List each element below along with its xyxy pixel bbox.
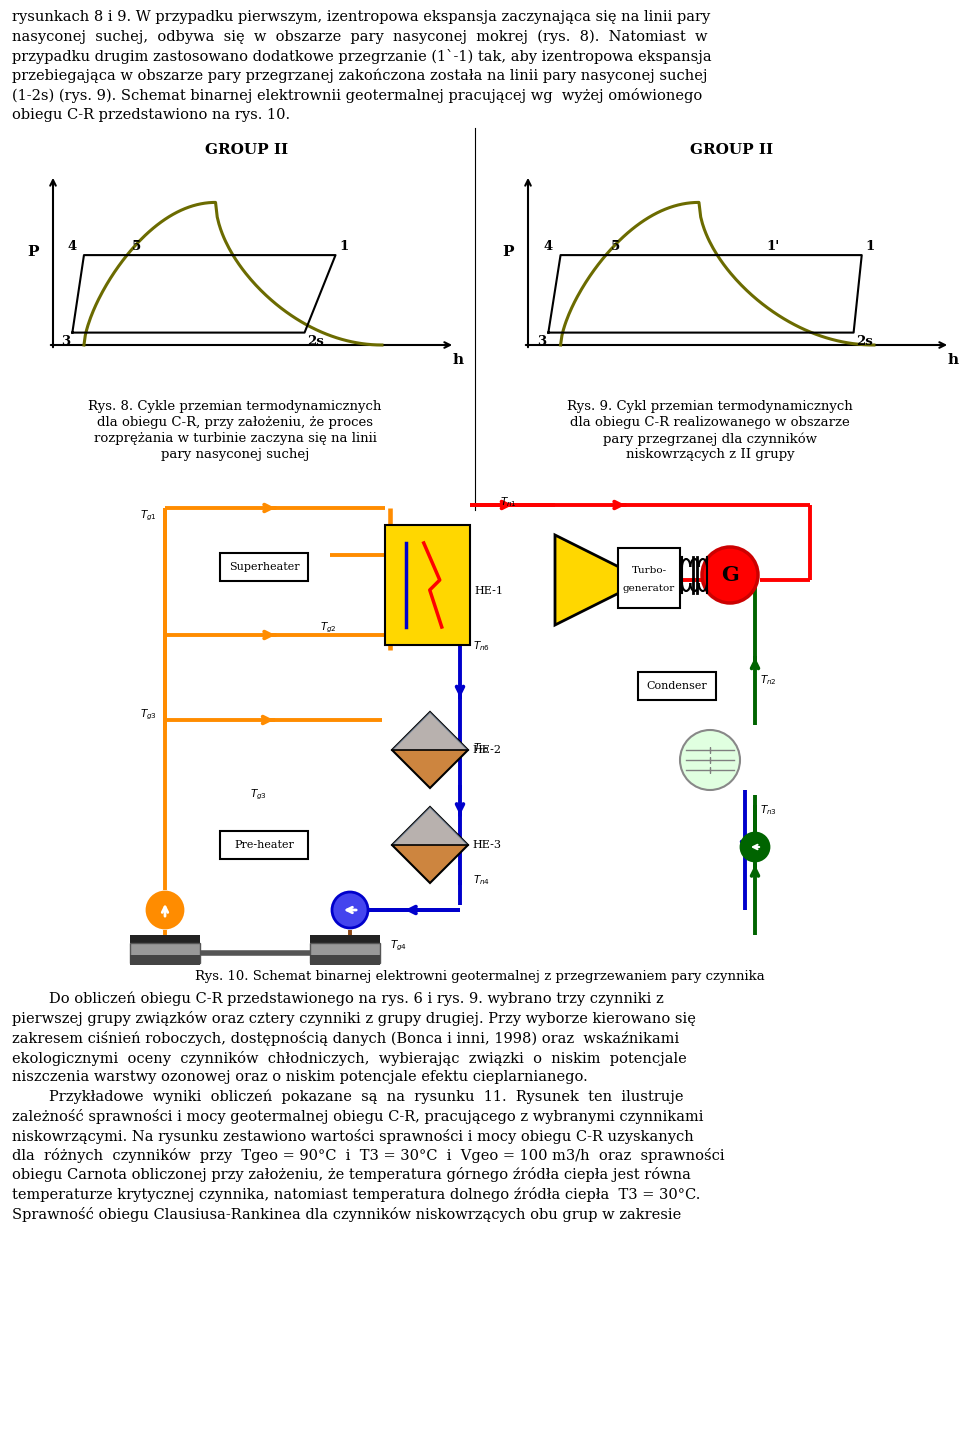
Text: obiegu C-R przedstawiono na rys. 10.: obiegu C-R przedstawiono na rys. 10. xyxy=(12,107,290,121)
Bar xyxy=(310,954,380,964)
Circle shape xyxy=(332,892,368,928)
Text: 1: 1 xyxy=(340,240,348,253)
Text: $T_{n5}$: $T_{n5}$ xyxy=(473,742,490,755)
Text: 1: 1 xyxy=(866,240,875,253)
Circle shape xyxy=(741,833,769,860)
Text: ekologicznymi  oceny  czynników  chłodniczych,  wybierając  związki  o  niskim  : ekologicznymi oceny czynników chłodniczy… xyxy=(12,1050,686,1066)
Text: rozprężania w turbinie zaczyna się na linii: rozprężania w turbinie zaczyna się na li… xyxy=(93,432,376,445)
Polygon shape xyxy=(555,535,645,625)
Text: Rys. 10. Schemat binarnej elektrowni geotermalnej z przegrzewaniem pary czynnika: Rys. 10. Schemat binarnej elektrowni geo… xyxy=(195,970,765,983)
Text: HE-1: HE-1 xyxy=(474,586,503,596)
Bar xyxy=(130,936,200,943)
Text: $T_{g3}$: $T_{g3}$ xyxy=(140,707,157,722)
Text: niskowrzących z II grupy: niskowrzących z II grupy xyxy=(626,448,794,461)
Bar xyxy=(310,936,380,943)
Text: $T_{g4}$: $T_{g4}$ xyxy=(390,938,407,953)
Text: dla obiegu C-R, przy założeniu, że proces: dla obiegu C-R, przy założeniu, że proce… xyxy=(97,416,373,429)
Text: P: P xyxy=(28,244,39,259)
Text: HE-3: HE-3 xyxy=(472,840,501,850)
Text: temperaturze krytycznej czynnika, natomiast temperatura dolnego źródła ciepła  T: temperaturze krytycznej czynnika, natomi… xyxy=(12,1187,701,1202)
Text: 3: 3 xyxy=(61,334,70,347)
Text: Do obliczeń obiegu C-R przedstawionego na rys. 6 i rys. 9. wybrano trzy czynniki: Do obliczeń obiegu C-R przedstawionego n… xyxy=(12,992,663,1006)
Text: $T_{n6}$: $T_{n6}$ xyxy=(473,639,490,654)
Text: dla  różnych  czynników  przy  Tgeo = 90°C  i  T3 = 30°C  i  Vgeo = 100 m3/h  or: dla różnych czynników przy Tgeo = 90°C i… xyxy=(12,1148,725,1163)
Text: zależność sprawności i mocy geotermalnej obiegu C-R, pracującego z wybranymi czy: zależność sprawności i mocy geotermalnej… xyxy=(12,1109,704,1124)
Text: generator: generator xyxy=(623,584,675,593)
Polygon shape xyxy=(392,807,468,844)
Text: Przykładowe  wyniki  obliczeń  pokazane  są  na  rysunku  11.  Rysunek  ten  ilu: Przykładowe wyniki obliczeń pokazane są … xyxy=(12,1089,684,1103)
Text: Rys. 8. Cykle przemian termodynamicznych: Rys. 8. Cykle przemian termodynamicznych xyxy=(88,401,382,414)
Text: (1-2s) (rys. 9). Schemat binarnej elektrownii geotermalnej pracującej wg  wyżej : (1-2s) (rys. 9). Schemat binarnej elektr… xyxy=(12,88,703,103)
Text: 2s: 2s xyxy=(307,334,324,347)
Text: przypadku drugim zastosowano dodatkowe przegrzanie (1`-1) tak, aby izentropowa e: przypadku drugim zastosowano dodatkowe p… xyxy=(12,49,711,64)
Polygon shape xyxy=(392,807,468,884)
Text: Pre-heater: Pre-heater xyxy=(234,840,294,850)
Text: Rys. 9. Cykl przemian termodynamicznych: Rys. 9. Cykl przemian termodynamicznych xyxy=(567,401,852,414)
Text: niskowrzącymi. Na rysunku zestawiono wartości sprawności i mocy obiegu C-R uzysk: niskowrzącymi. Na rysunku zestawiono war… xyxy=(12,1128,694,1144)
Bar xyxy=(638,672,716,700)
Bar xyxy=(618,548,680,607)
Bar xyxy=(130,954,200,964)
Text: HE-2: HE-2 xyxy=(472,745,501,755)
Text: 5: 5 xyxy=(611,240,619,253)
Text: 4: 4 xyxy=(67,240,77,253)
Text: 5: 5 xyxy=(132,240,141,253)
Text: nasyconej  suchej,  odbywa  się  w  obszarze  pary  nasyconej  mokrej  (rys.  8): nasyconej suchej, odbywa się w obszarze … xyxy=(12,29,708,43)
Text: Turbo-: Turbo- xyxy=(632,567,666,576)
Text: Sprawność obiegu Clausiusa-Rankinea dla czynników niskowrzących obu grup w zakre: Sprawność obiegu Clausiusa-Rankinea dla … xyxy=(12,1206,682,1222)
Polygon shape xyxy=(392,711,468,750)
Text: pary nasyconej suchej: pary nasyconej suchej xyxy=(161,448,309,461)
Text: P: P xyxy=(502,244,514,259)
Bar xyxy=(130,943,200,963)
Bar xyxy=(310,943,380,963)
Text: pary przegrzanej dla czynników: pary przegrzanej dla czynników xyxy=(603,432,817,445)
Bar xyxy=(220,552,308,581)
Text: dla obiegu C-R realizowanego w obszarze: dla obiegu C-R realizowanego w obszarze xyxy=(570,416,850,429)
Text: zakresem ciśnień roboczych, dostępnością danych (Bonca i inni, 1998) oraz  wskaź: zakresem ciśnień roboczych, dostępnością… xyxy=(12,1031,680,1045)
Text: Superheater: Superheater xyxy=(228,562,300,573)
Text: 3: 3 xyxy=(538,334,546,347)
Text: 4: 4 xyxy=(544,240,553,253)
Circle shape xyxy=(147,892,183,928)
Polygon shape xyxy=(392,711,468,788)
Text: pierwszej grupy związków oraz cztery czynniki z grupy drugiej. Przy wyborze kier: pierwszej grupy związków oraz cztery czy… xyxy=(12,1012,696,1027)
Text: przebiegająca w obszarze pary przegrzanej zakończona została na linii pary nasyc: przebiegająca w obszarze pary przegrzane… xyxy=(12,68,708,82)
Text: $T_{n3}$: $T_{n3}$ xyxy=(760,803,777,817)
Text: obiegu Carnota obliczonej przy założeniu, że temperatura górnego źródła ciepła j: obiegu Carnota obliczonej przy założeniu… xyxy=(12,1167,691,1183)
Text: $T_{g1}$: $T_{g1}$ xyxy=(140,509,156,523)
Text: G: G xyxy=(721,565,739,586)
Text: GROUP II: GROUP II xyxy=(204,143,288,158)
Circle shape xyxy=(680,730,740,790)
Text: 1': 1' xyxy=(766,240,780,253)
Text: rysunkach 8 i 9. W przypadku pierwszym, izentropowa ekspansja zaczynająca się na: rysunkach 8 i 9. W przypadku pierwszym, … xyxy=(12,10,710,25)
Text: Condenser: Condenser xyxy=(647,681,708,691)
Text: $T_{g2}$: $T_{g2}$ xyxy=(320,620,337,635)
Bar xyxy=(385,525,470,645)
Text: h: h xyxy=(948,353,959,367)
Text: niszczenia warstwy ozonowej oraz o niskim potencjale efektu cieplarnianego.: niszczenia warstwy ozonowej oraz o niski… xyxy=(12,1070,588,1084)
Text: $T_{g3}$: $T_{g3}$ xyxy=(250,788,267,803)
Text: 2s: 2s xyxy=(856,334,874,347)
Circle shape xyxy=(702,547,758,603)
Text: GROUP II: GROUP II xyxy=(690,143,773,158)
Text: $T_{n1}$: $T_{n1}$ xyxy=(500,495,516,509)
Text: h: h xyxy=(452,353,464,367)
Text: $T_{n2}$: $T_{n2}$ xyxy=(760,672,777,687)
Text: $T_{n4}$: $T_{n4}$ xyxy=(473,873,491,886)
Bar xyxy=(220,831,308,859)
